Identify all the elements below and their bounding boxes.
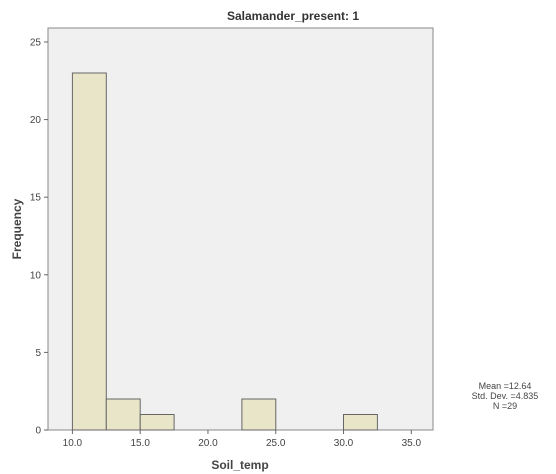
y-tick-label: 15 bbox=[30, 193, 42, 204]
x-axis: 10.0 15.0 20.0 25.0 30.0 35.0 bbox=[63, 430, 422, 449]
x-tick-label: 20.0 bbox=[198, 438, 218, 449]
x-tick-label: 25.0 bbox=[266, 438, 286, 449]
histogram-bar bbox=[71, 72, 107, 431]
y-tick-label: 25 bbox=[30, 37, 42, 48]
y-tick-label: 20 bbox=[30, 115, 42, 126]
histogram-bar bbox=[343, 414, 378, 431]
y-tick-label: 5 bbox=[35, 348, 41, 359]
chart-title: Salamander_present: 1 bbox=[227, 9, 359, 23]
stat-n: N =29 bbox=[492, 401, 518, 411]
histogram-bar bbox=[139, 414, 175, 431]
y-tick-label: 0 bbox=[35, 426, 41, 437]
histogram-bar bbox=[241, 398, 277, 431]
histogram-bar bbox=[105, 398, 141, 431]
stat-std-dev: Std. Dev. =4.835 bbox=[471, 391, 539, 401]
x-tick-label: 10.0 bbox=[63, 438, 83, 449]
y-tick-label: 10 bbox=[30, 270, 42, 281]
x-axis-label: Soil_temp bbox=[211, 458, 268, 472]
stat-mean: Mean =12.64 bbox=[478, 381, 532, 391]
x-tick-label: 15.0 bbox=[130, 438, 150, 449]
y-axis-label: Frequency bbox=[10, 198, 24, 259]
x-tick-label: 35.0 bbox=[402, 438, 422, 449]
plot-area bbox=[47, 27, 434, 431]
bar-group bbox=[71, 72, 378, 431]
y-axis: 0 5 10 15 20 25 bbox=[30, 37, 48, 437]
x-tick-label: 30.0 bbox=[334, 438, 354, 449]
statistics-box: Mean =12.64 Std. Dev. =4.835 N =29 bbox=[460, 381, 550, 411]
